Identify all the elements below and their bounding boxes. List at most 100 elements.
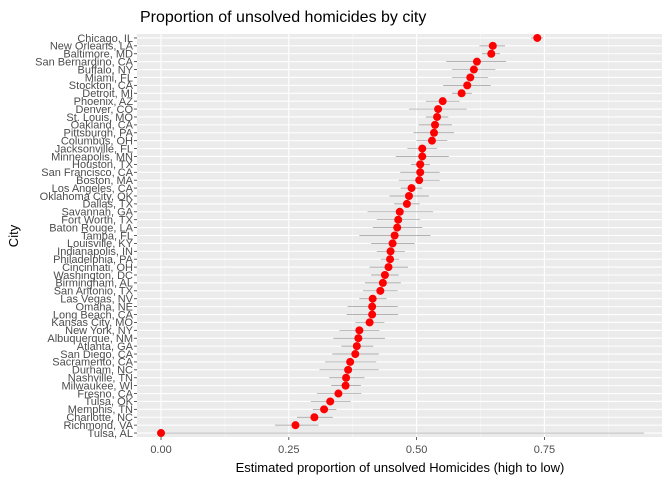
data-point — [431, 120, 440, 129]
data-point — [427, 136, 436, 145]
y-tick-label: New Orleans, LA — [50, 41, 134, 53]
data-point — [434, 105, 443, 114]
y-tick-label: New York, NY — [65, 325, 134, 337]
y-tick-label: Savannah, GA — [61, 207, 133, 219]
chart-title: Proportion of unsolved homicides by city — [140, 9, 426, 26]
y-tick-label: Durham, NC — [72, 365, 133, 377]
x-tick-label: 0.75 — [534, 444, 555, 456]
data-point — [341, 381, 350, 390]
y-tick-label: Buffalo, NY — [78, 64, 134, 76]
data-point — [380, 271, 389, 280]
y-tick-label: St. Louis, MO — [66, 112, 133, 124]
y-tick-label: Long Beach, CA — [53, 309, 134, 321]
data-point — [334, 389, 343, 398]
data-point — [352, 342, 361, 351]
y-tick-label: Richmond, VA — [64, 420, 134, 432]
y-tick-label: Jacksonville, FL — [55, 143, 133, 155]
y-tick-label: Memphis, TN — [68, 404, 133, 416]
y-tick-label: Albuquerque, NM — [47, 333, 133, 345]
data-point — [368, 310, 377, 319]
data-point — [463, 81, 472, 90]
y-tick-label: Philadelphia, PA — [53, 254, 134, 266]
y-tick-label: Los Angeles, CA — [52, 183, 134, 195]
y-tick-label: Oakland, CA — [71, 120, 134, 132]
y-tick-label: Las Vegas, NV — [60, 294, 133, 306]
data-point — [378, 278, 387, 287]
data-point — [457, 89, 466, 98]
y-tick-label: Washington, DC — [53, 270, 133, 282]
data-point — [395, 207, 404, 216]
data-point — [404, 191, 413, 200]
y-tick-label: Pittsburgh, PA — [64, 128, 134, 140]
y-tick-label: Kansas City, MO — [51, 317, 133, 329]
data-point — [310, 413, 319, 422]
y-tick-label: Houston, TX — [72, 159, 134, 171]
major-gridlines — [137, 34, 662, 437]
x-tick-label: 0.25 — [278, 444, 299, 456]
data-points — [157, 33, 542, 438]
y-tick-label: Oklahoma City, OK — [40, 191, 134, 203]
x-tick-marks — [160, 437, 545, 440]
data-point — [291, 421, 300, 430]
y-tick-label: Tulsa, OK — [85, 396, 134, 408]
y-tick-label: San Antonio, TX — [54, 286, 134, 298]
data-point — [416, 168, 425, 177]
data-point — [469, 65, 478, 74]
y-tick-label: Louisville, KY — [67, 238, 134, 250]
y-tick-label: Tampa, FL — [81, 230, 133, 242]
x-tick-labels: 0.00 0.25 0.50 0.75 — [150, 444, 555, 456]
y-tick-label: San Bernardino, CA — [35, 56, 133, 68]
y-tick-label: Tulsa, AL — [88, 428, 133, 440]
y-tick-label: Denver, CO — [76, 104, 134, 116]
data-point — [394, 215, 403, 224]
data-point — [157, 429, 166, 438]
data-point — [438, 97, 447, 106]
y-tick-label: Dallas, TX — [82, 199, 133, 211]
y-tick-label: Milwaukee, WI — [61, 380, 133, 392]
x-tick-label: 0.00 — [150, 444, 171, 456]
y-tick-label: Fresno, CA — [77, 388, 133, 400]
data-point — [351, 350, 360, 359]
data-point — [533, 33, 542, 42]
y-tick-label: Sacramento, CA — [52, 357, 133, 369]
y-tick-label: Nashville, TN — [68, 373, 133, 385]
y-tick-label: Baltimore, MD — [63, 49, 133, 61]
x-tick-label: 0.50 — [406, 444, 427, 456]
y-tick-label: Minneapolis, MN — [51, 151, 133, 163]
data-point — [430, 128, 439, 137]
data-point — [466, 73, 475, 82]
y-tick-label: Stockton, CA — [69, 80, 134, 92]
data-point — [390, 231, 399, 240]
data-point — [415, 176, 424, 185]
data-point — [402, 199, 411, 208]
y-tick-label: Columbus, OH — [61, 135, 133, 147]
data-point — [393, 223, 402, 232]
y-tick-label: Charlotte, NC — [66, 412, 133, 424]
y-tick-label: Phoenix, AZ — [74, 96, 134, 108]
data-point — [416, 160, 425, 169]
data-point — [320, 405, 329, 414]
data-point — [368, 302, 377, 311]
y-tick-label: Birmingham, AL — [55, 278, 133, 290]
x-axis-title: Estimated proportion of unsolved Homicid… — [236, 460, 565, 475]
y-tick-label: Chicago, IL — [77, 33, 133, 45]
data-point — [344, 365, 353, 374]
data-point — [326, 397, 335, 406]
data-point — [365, 318, 374, 327]
y-tick-label: Fort Worth, TX — [61, 214, 133, 226]
data-point — [388, 239, 397, 248]
y-tick-label: Detroit, MI — [82, 88, 133, 100]
y-axis-title: City — [6, 224, 21, 247]
y-tick-label: Cincinnati, OH — [62, 262, 133, 274]
y-tick-marks — [134, 37, 137, 434]
y-tick-label: Indianapolis, IN — [57, 246, 133, 258]
data-point — [433, 112, 442, 121]
y-tick-label: San Diego, CA — [60, 349, 133, 361]
data-point — [386, 247, 395, 256]
data-point — [386, 255, 395, 264]
data-point — [376, 286, 385, 295]
data-point — [354, 334, 363, 343]
y-tick-label: Boston, MA — [76, 175, 134, 187]
